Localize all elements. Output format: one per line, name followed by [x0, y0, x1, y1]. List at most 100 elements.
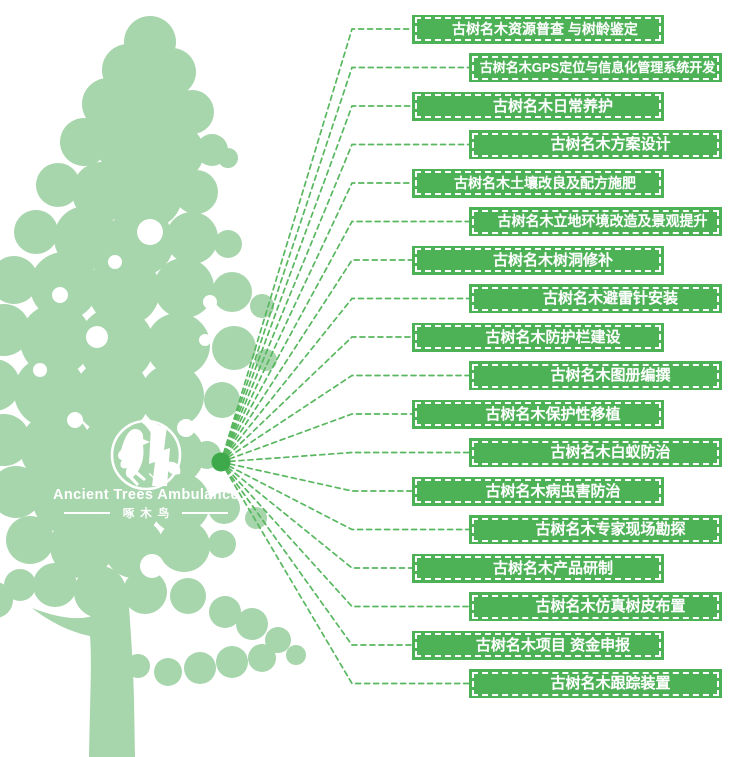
service-box[interactable]: 古树名木防护栏建设: [412, 322, 664, 352]
logo-rule-left: [63, 512, 110, 514]
connector-lines: [220, 28, 472, 685]
canopy-blob: [170, 90, 214, 134]
service-box[interactable]: 古树名木产品研制: [412, 553, 664, 583]
service-box[interactable]: 古树名木保护性移植: [412, 399, 664, 429]
canopy-gap: [33, 363, 47, 377]
service-box[interactable]: 古树名木土壤改良及配方施肥: [412, 168, 664, 198]
service-box[interactable]: 古树名木立地环境改造及景观提升: [469, 207, 722, 236]
canopy-gap: [203, 295, 217, 309]
canopy-blob: [236, 608, 268, 640]
canopy-blob: [140, 364, 204, 428]
canopy-blob: [4, 569, 36, 601]
service-box[interactable]: 古树名木专家现场勘探: [469, 515, 722, 544]
service-box[interactable]: 古树名木白蚁防治: [469, 438, 722, 467]
tree-silhouette: [0, 16, 306, 686]
canopy-gap: [137, 219, 163, 245]
canopy-blob: [0, 582, 13, 618]
service-box[interactable]: 古树名木项目 资金申报: [412, 630, 664, 660]
canopy-blob: [248, 644, 276, 672]
canopy-blob: [158, 520, 210, 572]
service-box[interactable]: 古树名木图册编撰: [469, 361, 722, 390]
canopy-blob: [74, 358, 150, 434]
service-box-label: 古树名木专家现场勘探: [535, 521, 686, 538]
connector-line: [220, 182, 415, 463]
service-box[interactable]: 古树名木病虫害防治: [412, 476, 664, 506]
canopy-blob: [0, 256, 38, 304]
service-box-label: 古树名木产品研制: [492, 559, 613, 577]
canopy-blob: [184, 652, 216, 684]
canopy-blob: [20, 304, 92, 376]
canopy-blob: [6, 516, 54, 564]
service-box-label: 古树名木仿真树皮布置: [535, 598, 686, 615]
canopy-blob: [14, 356, 86, 428]
canopy-blob: [88, 254, 160, 326]
canopy-gap: [199, 334, 211, 346]
connector-line: [220, 28, 415, 463]
canopy-blob: [146, 313, 210, 377]
canopy-blob: [50, 514, 114, 578]
service-box[interactable]: 古树名木日常养护: [412, 91, 664, 121]
connector-line: [220, 336, 415, 463]
canopy-blob: [212, 272, 252, 312]
canopy-gap: [67, 412, 83, 428]
service-box[interactable]: 古树名木资源普查 与树龄鉴定: [412, 14, 664, 44]
service-box-label: 古树名木避雷针安装: [542, 290, 678, 307]
connector-line: [220, 413, 415, 463]
connector-line: [220, 259, 415, 463]
connector-line: [220, 451, 472, 463]
canopy-blob: [123, 570, 167, 614]
connector-line: [220, 143, 472, 463]
service-box[interactable]: 古树名木树洞修补: [412, 245, 664, 275]
logo-rule-right: [182, 512, 229, 514]
service-box-label: 古树名木保护性移植: [485, 405, 621, 423]
service-box[interactable]: 古树名木GPS定位与信息化管理系统开发: [469, 53, 722, 82]
connector-line: [220, 374, 472, 463]
canopy-blob: [60, 118, 108, 166]
service-box-label: 古树名木资源普查 与树龄鉴定: [452, 20, 638, 37]
canopy-blob: [36, 163, 80, 207]
canopy-blob: [82, 78, 134, 130]
service-box-label: 古树名木树洞修补: [492, 251, 613, 269]
canopy-gap: [140, 554, 164, 578]
logo-title: Ancient Trees Ambulance: [53, 487, 239, 503]
service-box[interactable]: 古树名木方案设计: [469, 130, 722, 159]
connector-line: [220, 66, 472, 463]
service-box-label: 古树名木图册编撰: [550, 367, 671, 384]
canopy-blob: [98, 118, 158, 178]
service-box[interactable]: 古树名木避雷针安装: [469, 284, 722, 313]
tree-trunk: [32, 592, 135, 757]
canopy-blob: [14, 210, 58, 254]
service-box[interactable]: 古树名木仿真树皮布置: [469, 592, 722, 621]
canopy-blob: [204, 382, 240, 418]
canopy-gap: [108, 255, 122, 269]
canopy-gap: [52, 287, 68, 303]
service-box-label: 古树名木立地环境改造及景观提升: [497, 213, 708, 229]
canopy-blob: [148, 124, 204, 180]
canopy-blob: [208, 492, 240, 524]
canopy-blob: [212, 326, 256, 370]
service-box-label: 古树名木日常养护: [492, 97, 613, 115]
connector-line: [220, 461, 472, 608]
canopy-blob: [166, 212, 218, 264]
service-box-label: 古树名木病虫害防治: [485, 482, 621, 500]
logo-text-block: Ancient Trees Ambulance 啄木鸟: [36, 487, 256, 521]
logo-subtitle-row: 啄木鸟: [36, 505, 256, 521]
canopy-blob: [154, 658, 182, 686]
connector-line: [220, 461, 415, 646]
canopy-blob: [33, 563, 77, 607]
canopy-blob: [30, 252, 98, 320]
canopy-blob: [250, 294, 274, 318]
service-box-label: 古树名木方案设计: [550, 136, 671, 153]
hub-dot-icon: [211, 452, 231, 472]
canopy-blob: [0, 466, 42, 518]
canopy-blob: [214, 230, 242, 258]
logo: [110, 419, 182, 491]
logo-circle-icon: [110, 419, 182, 491]
canopy-blob: [174, 170, 218, 214]
tree-texture-holes: [33, 219, 217, 578]
canopy-blob: [150, 473, 210, 533]
logo-subtitle: 啄木鸟: [122, 508, 176, 520]
service-box[interactable]: 古树名木跟踪装置: [469, 669, 722, 698]
canopy-blob: [218, 148, 238, 168]
